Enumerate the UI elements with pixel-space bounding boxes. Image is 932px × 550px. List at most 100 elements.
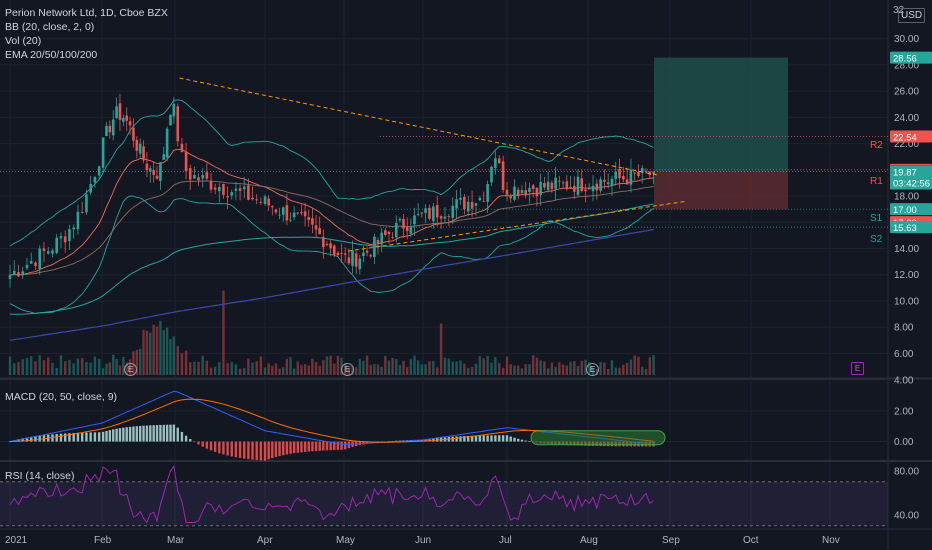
volume-bar bbox=[652, 355, 655, 375]
volume-bar bbox=[633, 355, 636, 375]
candle-body bbox=[516, 189, 520, 197]
candle-body bbox=[172, 103, 176, 117]
symbol-title[interactable]: Perion Network Ltd, 1D, Cboe BZX bbox=[5, 7, 168, 19]
volume-bar bbox=[21, 359, 24, 375]
candle-body bbox=[435, 205, 439, 218]
macd-histogram-bar bbox=[314, 441, 318, 451]
earnings-marker[interactable]: E bbox=[124, 363, 137, 376]
earnings-marker[interactable]: E bbox=[586, 363, 599, 376]
volume-bar bbox=[17, 362, 20, 375]
macd-highlight bbox=[530, 430, 666, 446]
candle-body bbox=[263, 196, 267, 204]
volume-bar bbox=[51, 362, 54, 375]
volume-bar bbox=[89, 362, 92, 375]
candle-body bbox=[528, 188, 531, 192]
volume-bar bbox=[93, 356, 97, 375]
volume-bar bbox=[80, 358, 84, 375]
volume-bar bbox=[447, 358, 451, 375]
rsi-legend-text[interactable]: RSI (14, close) bbox=[5, 470, 75, 482]
currency-badge[interactable]: USD bbox=[898, 8, 926, 23]
candle-body bbox=[373, 236, 376, 258]
volume-bar bbox=[314, 362, 318, 375]
macd-histogram-bar bbox=[159, 424, 162, 442]
volume-bar bbox=[13, 363, 16, 375]
macd-histogram-bar bbox=[333, 441, 336, 451]
volume-bar bbox=[325, 356, 329, 375]
volume-bar bbox=[209, 367, 213, 375]
macd-histogram-bar bbox=[184, 435, 188, 442]
macd-histogram-bar bbox=[329, 441, 332, 451]
ema-legend[interactable]: EMA 20/50/100/200 bbox=[5, 49, 98, 61]
candle-body bbox=[509, 196, 513, 199]
volume-bar bbox=[30, 356, 33, 375]
vol-legend[interactable]: Vol (20) bbox=[5, 35, 42, 47]
macd-histogram-bar bbox=[311, 441, 314, 452]
volume-bar bbox=[358, 358, 361, 375]
volume-bar bbox=[546, 368, 550, 375]
candle-body bbox=[17, 272, 20, 277]
candle-body bbox=[470, 201, 474, 209]
candle-body bbox=[68, 229, 71, 242]
candle-body bbox=[637, 171, 640, 176]
macd-histogram-bar bbox=[255, 441, 258, 461]
price-axis-label bbox=[890, 51, 932, 64]
time-tick-label: Sep bbox=[662, 535, 680, 546]
macd-histogram-bar bbox=[226, 441, 229, 456]
macd-histogram-bar bbox=[498, 435, 501, 442]
macd-histogram-bar bbox=[482, 435, 485, 442]
candle-body bbox=[314, 225, 318, 230]
candle-body bbox=[29, 260, 33, 264]
macd-histogram-bar bbox=[391, 440, 394, 442]
volume-bar bbox=[238, 368, 242, 375]
price-tick-label: 28.00 bbox=[894, 60, 919, 71]
bb-legend[interactable]: BB (20, close, 2, 0) bbox=[5, 21, 95, 33]
volume-bar bbox=[443, 357, 447, 375]
time-tick-label: Apr bbox=[257, 535, 273, 546]
macd-histogram-bar bbox=[213, 441, 217, 452]
candle-body bbox=[531, 185, 535, 189]
macd-legend-text[interactable]: MACD (20, 50, close, 9) bbox=[5, 391, 118, 403]
macd-histogram-bar bbox=[122, 427, 125, 442]
macd-histogram-bar bbox=[303, 441, 307, 452]
volume-bar bbox=[218, 362, 221, 375]
time-tick-label: Mar bbox=[167, 535, 185, 546]
macd-histogram-bar bbox=[101, 431, 105, 442]
candle-body bbox=[443, 216, 447, 219]
macd-histogram-bar bbox=[520, 439, 524, 442]
volume-bar bbox=[259, 356, 263, 375]
candle-body bbox=[128, 121, 132, 126]
volume-bar bbox=[292, 368, 296, 375]
volume-bar bbox=[8, 356, 12, 375]
earnings-marker-upcoming[interactable]: E bbox=[851, 362, 864, 375]
macd-histogram-bar bbox=[125, 427, 128, 442]
volume-bar bbox=[439, 323, 443, 375]
volume-bar bbox=[318, 365, 321, 375]
macd-histogram-bar bbox=[524, 440, 527, 442]
volume-bar bbox=[528, 364, 531, 375]
volume-bar bbox=[115, 359, 118, 375]
volume-bar bbox=[282, 367, 285, 375]
candle-body bbox=[234, 188, 238, 191]
macd-histogram-bar bbox=[89, 432, 92, 442]
candle-body bbox=[482, 201, 486, 202]
candle-body bbox=[251, 197, 254, 200]
volume-bar bbox=[97, 358, 101, 375]
candle-body bbox=[193, 174, 196, 179]
volume-bar bbox=[494, 356, 497, 375]
earnings-marker[interactable]: E bbox=[341, 363, 354, 376]
candle-body bbox=[135, 139, 139, 151]
candle-body bbox=[391, 236, 394, 238]
macd-histogram-bar bbox=[336, 441, 340, 450]
volume-bar bbox=[176, 345, 179, 375]
candle-body bbox=[347, 257, 351, 264]
candle-body bbox=[622, 176, 625, 180]
time-tick-label: Jun bbox=[415, 535, 431, 546]
macd-histogram-bar bbox=[17, 439, 20, 442]
candle-body bbox=[118, 103, 122, 120]
macd-histogram-bar bbox=[165, 424, 169, 442]
macd-histogram-bar bbox=[344, 441, 347, 450]
volume-bar bbox=[513, 365, 516, 375]
level-s1: S1 bbox=[870, 213, 883, 224]
rsi-legend: RSI (14, close) bbox=[5, 469, 74, 483]
